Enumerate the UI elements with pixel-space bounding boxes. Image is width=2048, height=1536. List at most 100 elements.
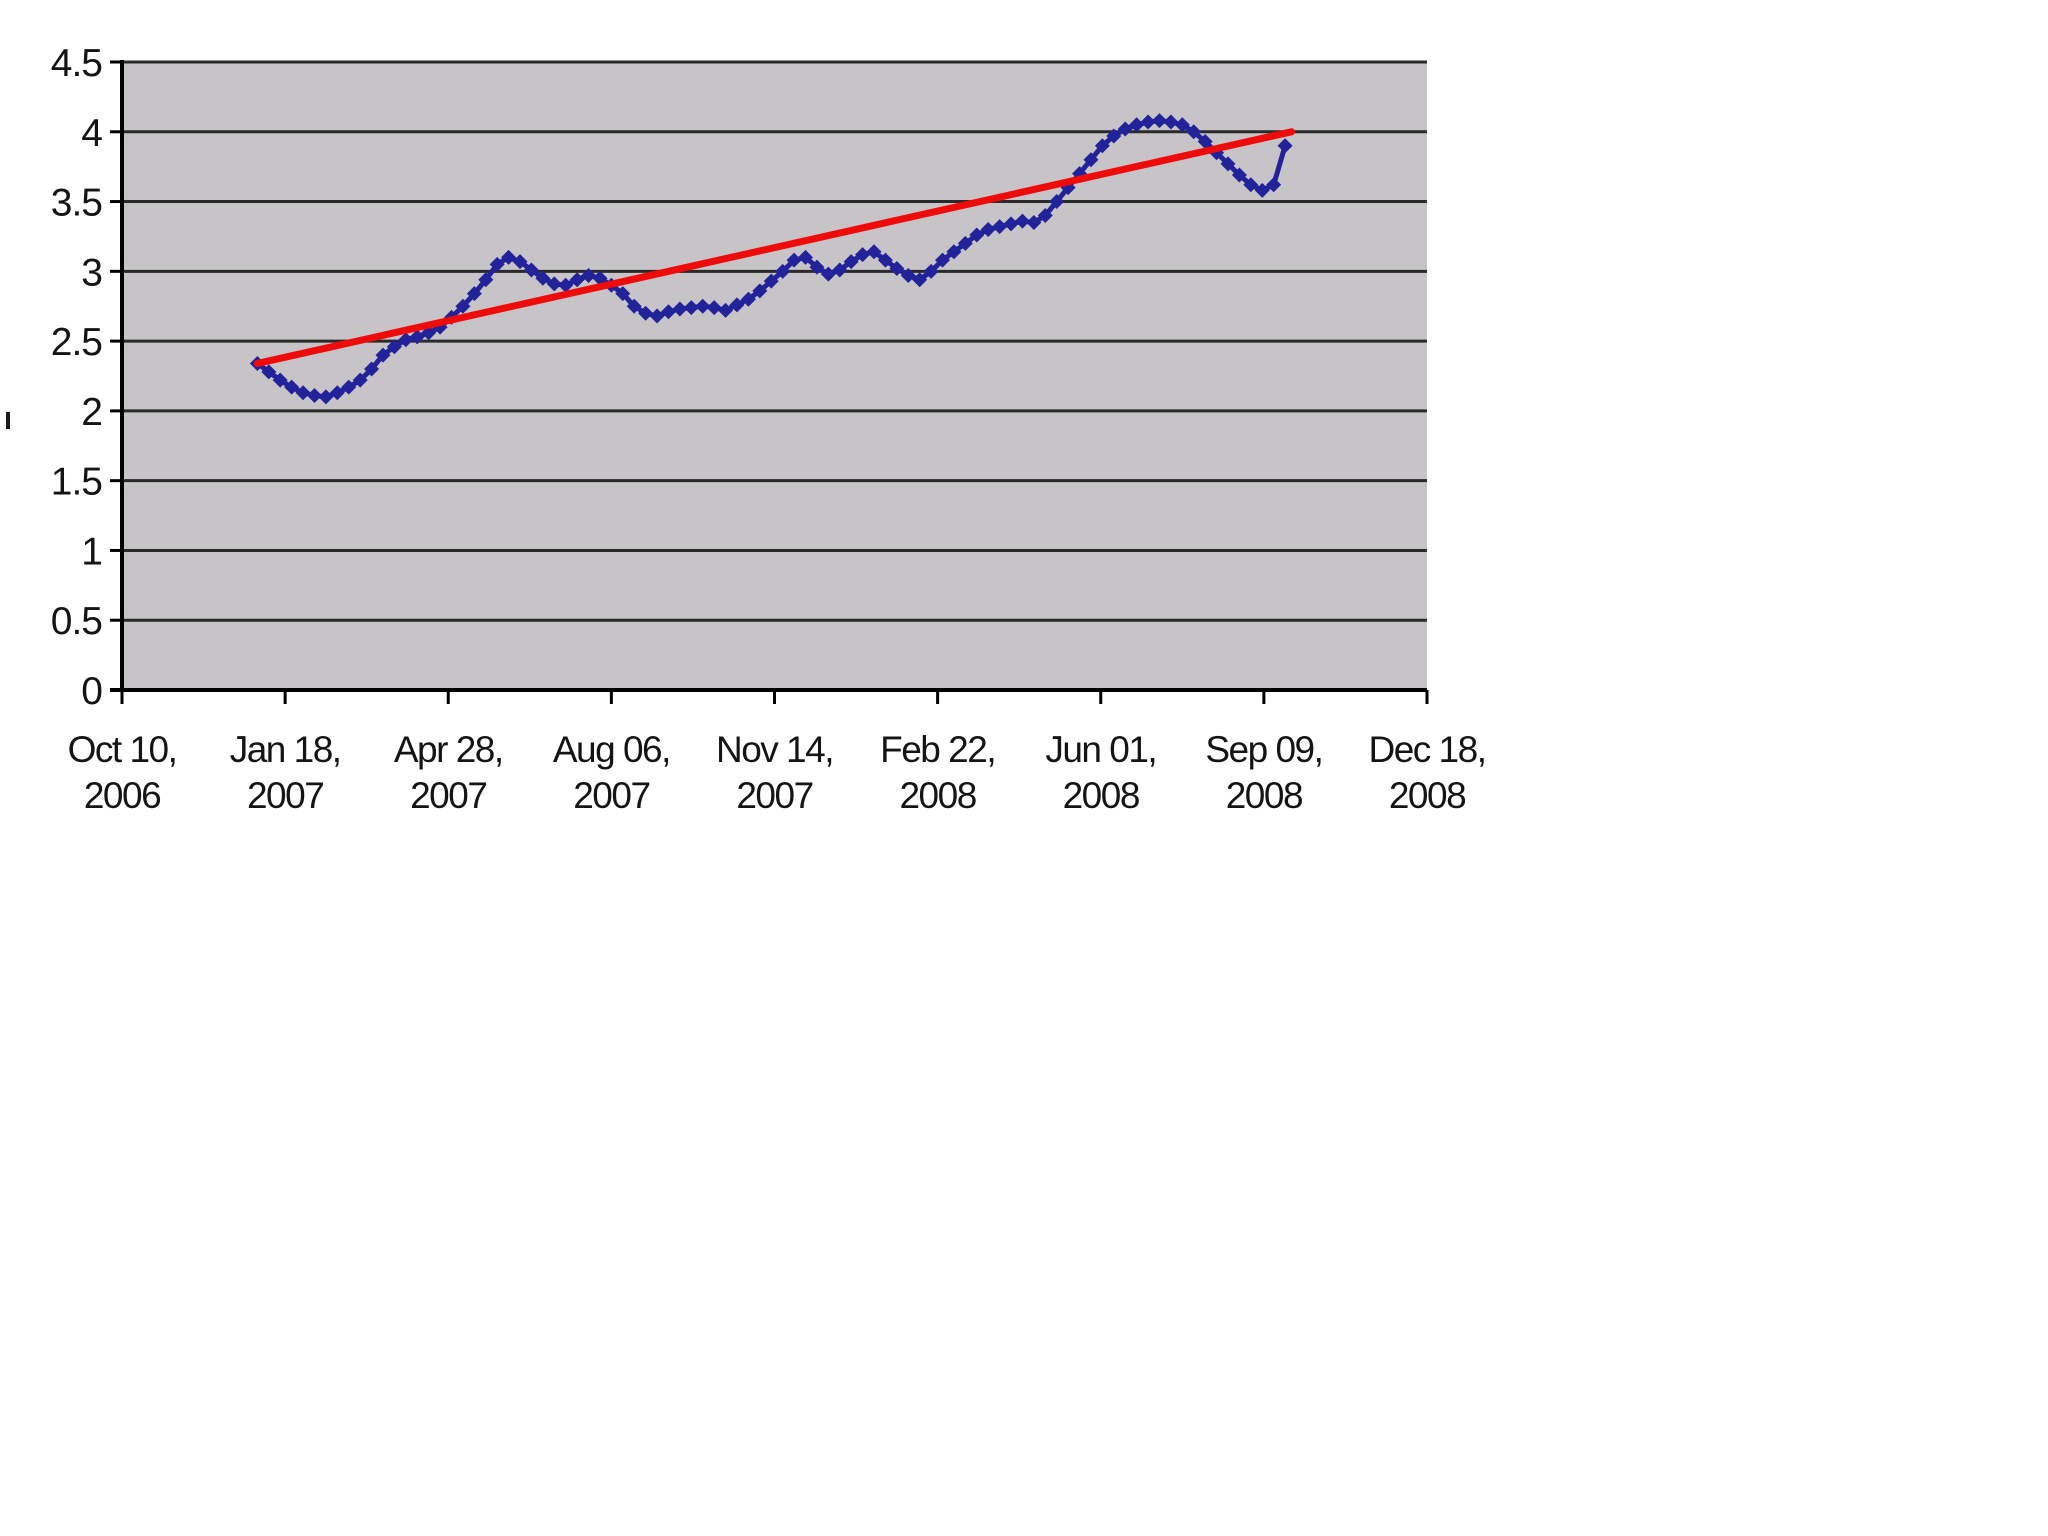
diamond-marker <box>900 268 916 284</box>
x-axis-tick-label-line1: Oct 10, <box>68 729 177 770</box>
diamond-marker <box>295 385 311 401</box>
diamond-marker <box>1129 117 1145 133</box>
diamond-marker <box>535 270 551 286</box>
diamond-marker <box>706 300 722 316</box>
diamond-marker <box>832 262 848 278</box>
diamond-marker <box>272 372 288 388</box>
diamond-marker <box>512 254 528 270</box>
y-axis-tick-label: 2 <box>81 391 102 434</box>
x-axis-tick-label-line2: 2007 <box>736 775 812 816</box>
diamond-marker <box>1037 208 1053 224</box>
axis-title-remnant-mark: | <box>6 412 10 429</box>
x-axis-tick-label-line1: Dec 18, <box>1368 729 1485 770</box>
diamond-marker <box>740 291 756 307</box>
diamond-marker <box>352 372 368 388</box>
diamond-marker <box>1106 128 1122 144</box>
diamond-marker <box>1266 177 1282 193</box>
x-axis-tick-label-line1: Apr 28, <box>394 729 503 770</box>
diamond-marker <box>626 298 642 314</box>
y-axis-tick-label: 4 <box>81 112 102 155</box>
diamond-marker <box>695 298 711 314</box>
y-axis-tick-label: 3 <box>81 251 102 294</box>
diamond-marker <box>1014 213 1030 229</box>
y-axis-tick-label: 0 <box>81 670 102 713</box>
diamond-marker <box>1151 113 1167 129</box>
diamond-marker <box>1026 214 1042 230</box>
diamond-marker <box>318 389 334 405</box>
diamond-marker <box>638 305 654 321</box>
x-axis-tick-label-line2: 2007 <box>247 775 323 816</box>
trendline <box>253 128 1296 367</box>
diamond-marker <box>1254 182 1270 198</box>
diamond-marker <box>523 262 539 278</box>
diamond-marker <box>489 256 505 272</box>
diamond-marker <box>729 297 745 313</box>
diamond-marker <box>809 259 825 275</box>
diamond-marker <box>1220 156 1236 172</box>
plot-area <box>122 62 1427 690</box>
diamond-marker <box>718 302 734 318</box>
diamond-marker <box>581 268 597 284</box>
diamond-marker <box>649 308 665 324</box>
diamond-marker <box>501 249 517 265</box>
y-axis-tick-label: 1 <box>81 530 102 573</box>
x-axis-tick-label-line2: 2007 <box>573 775 649 816</box>
diamond-marker <box>375 347 391 363</box>
x-axis-tick-label-line2: 2008 <box>1389 775 1465 816</box>
diamond-marker <box>1117 121 1133 137</box>
diamond-marker <box>855 247 871 263</box>
x-axis-tick-label-line1: Aug 06, <box>553 729 670 770</box>
diamond-marker <box>1083 152 1099 168</box>
diamond-marker <box>672 301 688 317</box>
diamond-marker <box>763 273 779 289</box>
diamond-marker <box>1140 114 1156 130</box>
diamond-marker <box>992 219 1008 235</box>
diamond-marker <box>1174 117 1190 133</box>
x-axis-tick-label-line2: 2008 <box>1063 775 1139 816</box>
x-axis-tick-label-line1: Jan 18, <box>230 729 341 770</box>
x-axis-tick-label-line1: Nov 14, <box>716 729 833 770</box>
diamond-marker <box>592 270 608 286</box>
diamond-marker <box>969 227 985 243</box>
x-axis-tick-label-line1: Sep 09, <box>1205 729 1322 770</box>
diamond-marker <box>683 300 699 316</box>
diamond-marker <box>409 329 425 345</box>
y-axis-tick-label: 3.5 <box>51 182 103 225</box>
y-axis-tick-label: 1.5 <box>51 461 103 504</box>
diamond-marker <box>1049 194 1065 210</box>
diamond-marker <box>569 272 585 288</box>
diamond-marker <box>1186 124 1202 140</box>
diamond-marker <box>797 249 813 265</box>
diamond-marker <box>386 339 402 355</box>
diamond-marker <box>946 244 962 260</box>
y-axis-tick-label: 4.5 <box>51 42 103 85</box>
diamond-marker <box>1243 177 1259 193</box>
diamond-marker <box>284 379 300 395</box>
diamond-marker <box>1003 216 1019 232</box>
x-axis-tick-label-line2: 2008 <box>1226 775 1302 816</box>
diamond-marker <box>364 361 380 377</box>
x-axis-tick-label-line2: 2008 <box>899 775 975 816</box>
diamond-marker <box>1197 134 1213 150</box>
diamond-marker <box>466 286 482 302</box>
diamond-marker <box>615 286 631 302</box>
diamond-marker <box>660 304 676 320</box>
diamond-marker <box>341 379 357 395</box>
y-axis-tick-label: 0.5 <box>51 600 103 643</box>
diamond-marker <box>306 388 322 404</box>
diamond-marker <box>912 272 928 288</box>
diamond-marker <box>1163 114 1179 130</box>
diamond-marker <box>786 252 802 268</box>
x-axis-tick-label-line1: Jun 01, <box>1045 729 1156 770</box>
x-axis-tick-label-line2: 2006 <box>84 775 160 816</box>
diamond-marker <box>455 298 471 314</box>
diamond-marker <box>877 252 893 268</box>
x-axis-tick-label-line2: 2007 <box>410 775 486 816</box>
diamond-marker <box>935 252 951 268</box>
diamond-marker <box>775 263 791 279</box>
diamond-marker <box>546 276 562 292</box>
diamond-marker <box>558 277 574 293</box>
y-axis-tick-label: 2.5 <box>51 321 103 364</box>
diamond-marker <box>866 244 882 260</box>
